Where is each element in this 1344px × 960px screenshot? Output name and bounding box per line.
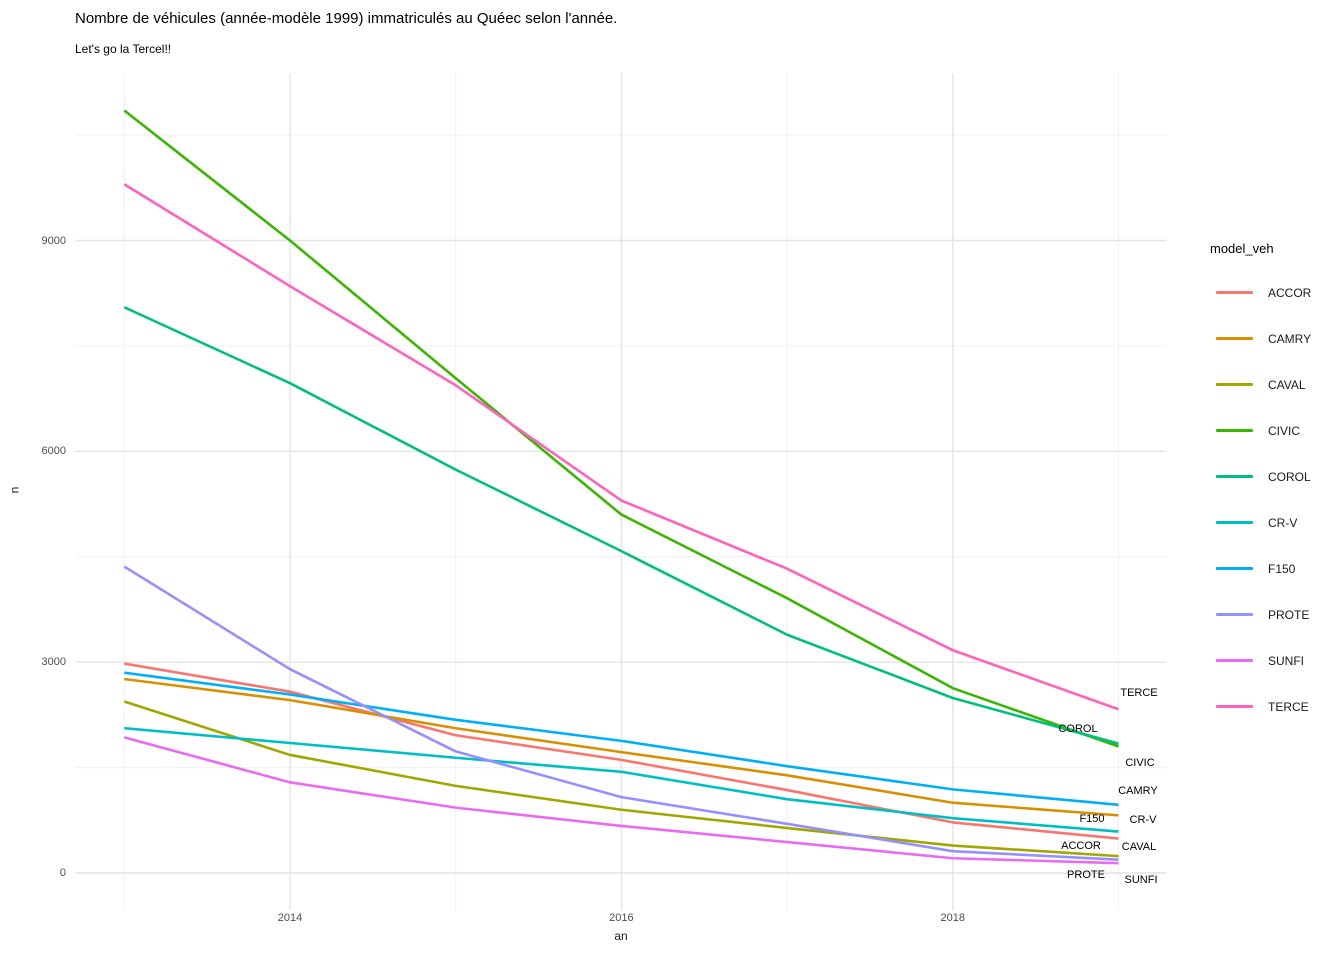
legend-key-line-CIVIC [1216,429,1253,432]
series-line-SUNFI [123,736,1119,865]
legend-key-line-ACCOR [1216,291,1253,294]
legend-key-line-TERCE [1216,705,1253,708]
legend-label-CR-V: CR-V [1268,516,1298,530]
legend-label-CIVIC: CIVIC [1268,424,1301,438]
series-line-TERCE [123,183,1119,711]
series-line-CIVIC [123,109,1119,748]
legend-label-F150: F150 [1268,562,1296,576]
legend-key-line-PROTE [1216,613,1253,616]
series-line-CR-V [124,726,1119,833]
legend-key-line-CAVAL [1216,383,1253,386]
series-end-label-COROL: COROL [1058,723,1098,735]
legend-label-COROL: COROL [1268,470,1311,484]
x-tick-label-2014: 2014 [277,912,303,924]
plot-subtitle: Let's go la Tercel!! [75,42,172,56]
series-line-COROL [123,306,1119,745]
y-axis-title: n [7,486,22,494]
legend-key-line-CR-V [1216,521,1253,524]
x-tick-label-2018: 2018 [940,912,966,924]
legend-label-CAMRY: CAMRY [1268,332,1312,346]
series-end-label-CAVAL: CAVAL [1121,841,1157,853]
series-end-label-CR-V: CR-V [1129,814,1157,826]
series-end-label-CIVIC: CIVIC [1125,757,1155,769]
series-line-F150 [124,671,1119,807]
legend-label-PROTE: PROTE [1268,608,1310,622]
plot-title: Nombre de véhicules (année-modèle 1999) … [75,10,618,27]
x-axis-title: an [614,929,628,943]
series-line-ACCOR [124,662,1119,840]
series-end-label-CAMRY: CAMRY [1118,785,1158,797]
legend-label-CAVAL: CAVAL [1268,378,1306,392]
series-line-PROTE [123,565,1119,861]
y-tick-label-9000: 9000 [41,234,66,247]
series-end-label-PROTE: PROTE [1067,869,1105,881]
series-end-label-F150: F150 [1079,813,1105,825]
y-tick-label-0: 0 [59,867,66,879]
series-line-CAVAL [123,700,1119,858]
y-tick-label-3000: 3000 [41,656,66,669]
legend-key-line-CAMRY [1216,337,1253,340]
legend-key-line-SUNFI [1216,659,1253,662]
series-end-label-TERCE: TERCE [1120,687,1158,699]
x-tick-label-2016: 2016 [609,912,634,924]
legend-title: model_veh [1210,241,1274,256]
legend-label-TERCE: TERCE [1268,700,1309,714]
legend-label-ACCOR: ACCOR [1268,286,1312,300]
legend-label-SUNFI: SUNFI [1268,654,1304,668]
legend-key-line-F150 [1216,567,1253,570]
y-tick-label-6000: 6000 [41,445,66,458]
series-end-label-ACCOR: ACCOR [1061,840,1101,852]
legend-key-line-COROL [1216,475,1253,478]
series-end-label-SUNFI: SUNFI [1124,874,1158,886]
series-line-CAMRY [124,677,1119,817]
